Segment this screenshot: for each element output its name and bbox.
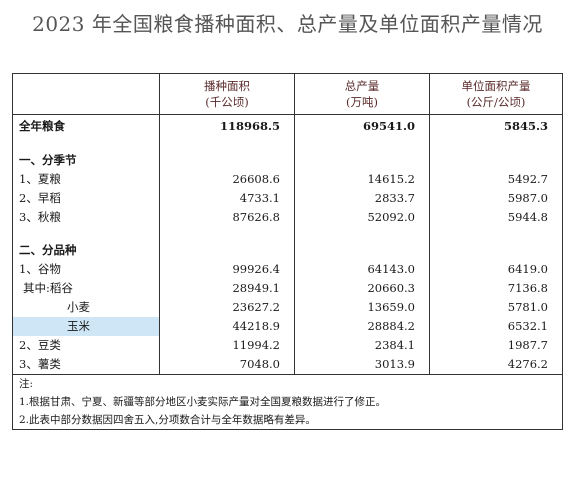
cell-yield: 5492.7 <box>429 170 563 189</box>
notes-heading: 注: <box>12 374 563 393</box>
spacer-row <box>13 137 563 151</box>
note-2: 2.此表中部分数据因四舍五入,分项数合计与全年数据略有差异。 <box>19 414 316 426</box>
cell-area: 28949.1 <box>159 279 295 298</box>
cell-yield: 5944.8 <box>429 208 563 227</box>
row-label: 1、谷物 <box>19 262 61 276</box>
cell-area: 11994.2 <box>159 336 295 355</box>
cell-area: 87626.8 <box>159 208 295 227</box>
cell-output: 13659.0 <box>294 298 430 317</box>
row-label: 全年粮食 <box>19 118 65 133</box>
note-row: 2.此表中部分数据因四舍五入,分项数合计与全年数据略有差异。 <box>13 411 563 430</box>
section-heading: 一、分季节 <box>19 153 77 167</box>
spacer-row <box>13 227 563 241</box>
table-row: 3、秋粮 87626.8 52092.0 5944.8 <box>13 208 563 227</box>
section-heading-row: 二、分品种 <box>13 241 563 260</box>
table-header-row: 播种面积 (千公顷) 总产量 (万吨) 单位面积产量 (公斤/公顷) <box>12 73 563 115</box>
cell-output: 52092.0 <box>294 208 430 227</box>
cell-output: 20660.3 <box>294 279 430 298</box>
cell-area: 4733.1 <box>159 189 295 208</box>
row-label: 2、豆类 <box>19 338 61 352</box>
cell-yield: 6419.0 <box>429 260 563 279</box>
row-label: 1、夏粮 <box>19 172 61 186</box>
row-label: 3、秋粮 <box>19 210 61 224</box>
table-row: 2、早稻 4733.1 2833.7 5987.0 <box>13 189 563 208</box>
cell-output: 2833.7 <box>294 189 430 208</box>
page-title: 2023 年全国粮食播种面积、总产量及单位面积产量情况 <box>32 12 543 36</box>
section-heading: 二、分品种 <box>19 243 77 257</box>
cell-area: 99926.4 <box>159 260 295 279</box>
header-label-cell <box>12 73 160 115</box>
grain-statistics-table: 播种面积 (千公顷) 总产量 (万吨) 单位面积产量 (公斤/公顷) 全年粮食 … <box>12 73 563 430</box>
note-row: 1.根据甘肃、宁夏、新疆等部分地区小麦实际产量对全国夏粮数据进行了修正。 <box>13 393 563 411</box>
cell-output: 14615.2 <box>294 170 430 189</box>
table-row: 其中:稻谷 28949.1 20660.3 7136.8 <box>13 279 563 298</box>
row-label-highlighted: 玉米 <box>12 317 160 336</box>
cell-yield: 1987.7 <box>429 336 563 355</box>
cell-output: 69541.0 <box>294 114 430 137</box>
note-1: 1.根据甘肃、宁夏、新疆等部分地区小麦实际产量对全国夏粮数据进行了修正。 <box>19 396 387 408</box>
table-row: 玉米 44218.9 28884.2 6532.1 <box>12 317 563 336</box>
cell-output: 3013.9 <box>294 355 430 375</box>
cell-output: 2384.1 <box>294 336 430 355</box>
cell-yield: 5845.3 <box>429 114 563 137</box>
header-sown-area: 播种面积 (千公顷) <box>159 73 295 115</box>
cell-yield: 7136.8 <box>429 279 563 298</box>
table-row: 小麦 23627.2 13659.0 5781.0 <box>13 298 563 317</box>
row-label: 3、薯类 <box>19 357 61 371</box>
cell-area: 118968.5 <box>159 114 295 137</box>
table-row: 1、谷物 99926.4 64143.0 6419.0 <box>13 260 563 279</box>
notes-heading-row: 注: <box>12 374 563 393</box>
header-total-output: 总产量 (万吨) <box>294 73 430 115</box>
table-row: 3、薯类 7048.0 3013.9 4276.2 <box>13 355 563 375</box>
cell-output: 28884.2 <box>294 317 430 336</box>
cell-yield: 5987.0 <box>429 189 563 208</box>
table-row: 2、豆类 11994.2 2384.1 1987.7 <box>13 336 563 355</box>
cell-area: 23627.2 <box>159 298 295 317</box>
row-label: 其中:稻谷 <box>23 281 73 295</box>
section-heading-row: 一、分季节 <box>13 151 563 170</box>
row-label: 小麦 <box>67 300 90 314</box>
table-row-total: 全年粮食 118968.5 69541.0 5845.3 <box>13 114 563 137</box>
header-yield-per-area: 单位面积产量 (公斤/公顷) <box>429 73 563 115</box>
cell-yield: 5781.0 <box>429 298 563 317</box>
cell-output: 64143.0 <box>294 260 430 279</box>
cell-area: 26608.6 <box>159 170 295 189</box>
row-label: 2、早稻 <box>19 191 61 205</box>
cell-area: 7048.0 <box>159 355 295 375</box>
table-row: 1、夏粮 26608.6 14615.2 5492.7 <box>13 170 563 189</box>
cell-area: 44218.9 <box>159 317 295 336</box>
cell-yield: 6532.1 <box>429 317 563 336</box>
cell-yield: 4276.2 <box>429 355 563 375</box>
